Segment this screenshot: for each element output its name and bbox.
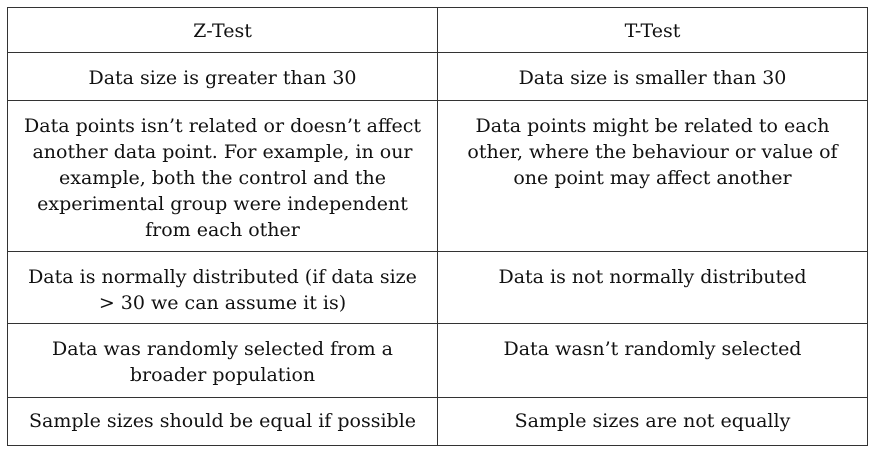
t-test-cell: Sample sizes are not equally bbox=[437, 397, 868, 446]
table-row: Data is normally distributed (if data si… bbox=[7, 251, 868, 324]
t-test-cell: Data size is smaller than 30 bbox=[437, 52, 868, 101]
table-row: Data was randomly selected from a broade… bbox=[7, 323, 868, 398]
t-test-cell: Data wasn’t randomly selected bbox=[437, 323, 868, 398]
table-row: Sample sizes should be equal if possible… bbox=[7, 397, 868, 446]
header-z-test: Z-Test bbox=[7, 7, 438, 53]
header-t-test: T-Test bbox=[437, 7, 868, 53]
comparison-table: Z-Test T-Test Data size is greater than … bbox=[7, 7, 868, 446]
t-test-cell: Data is not normally distributed bbox=[437, 251, 868, 324]
z-test-cell: Data was randomly selected from a broade… bbox=[7, 323, 438, 398]
z-test-cell: Sample sizes should be equal if possible bbox=[7, 397, 438, 446]
z-test-cell: Data size is greater than 30 bbox=[7, 52, 438, 101]
header-row: Z-Test T-Test bbox=[7, 7, 868, 53]
z-test-cell: Data points isn’t related or doesn’t aff… bbox=[7, 100, 438, 252]
z-test-cell: Data is normally distributed (if data si… bbox=[7, 251, 438, 324]
table-row: Data points isn’t related or doesn’t aff… bbox=[7, 100, 868, 252]
t-test-cell: Data points might be related to each oth… bbox=[437, 100, 868, 252]
table-row: Data size is greater than 30 Data size i… bbox=[7, 52, 868, 101]
